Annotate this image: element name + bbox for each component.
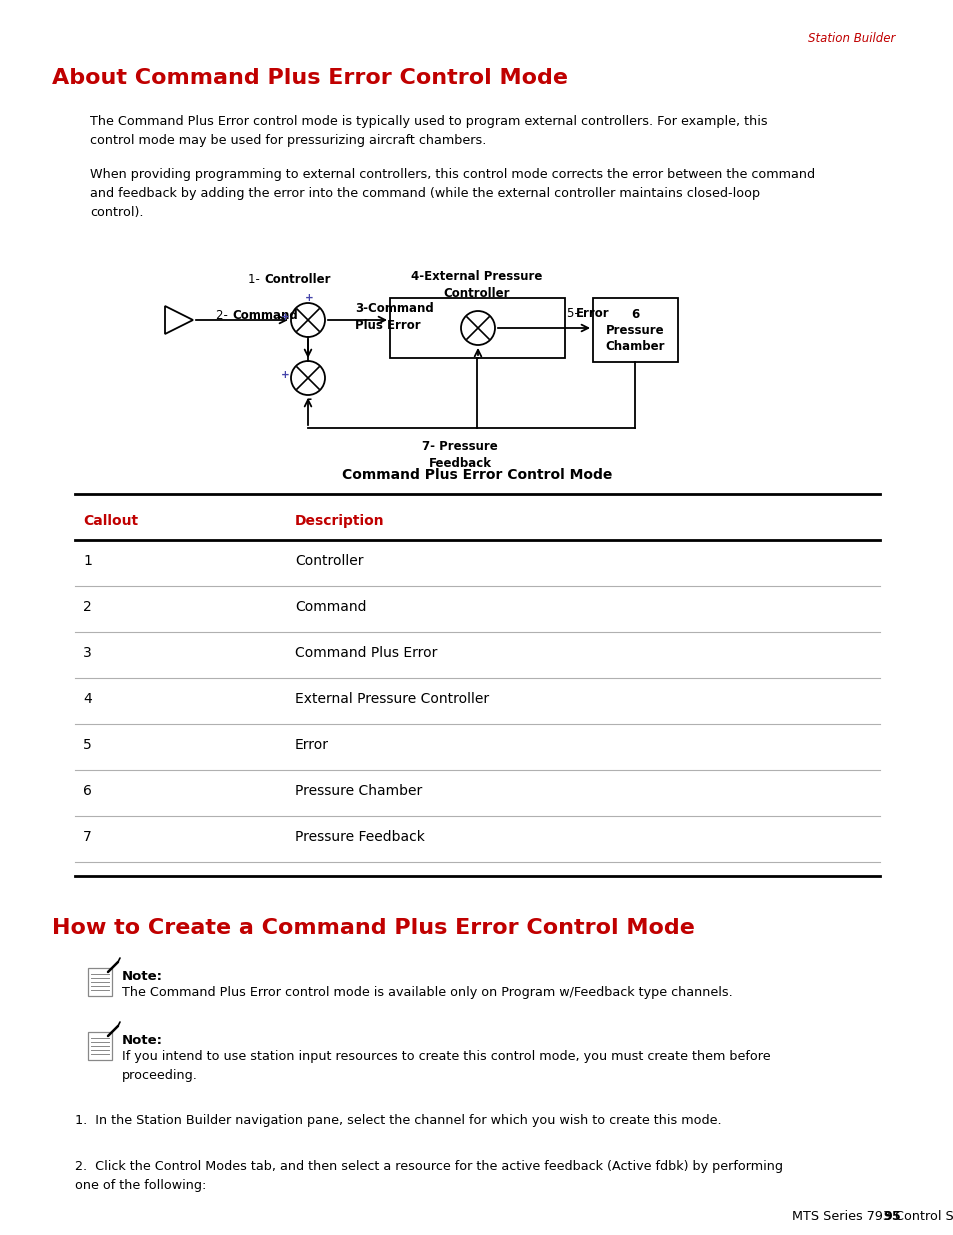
Text: Controller: Controller — [264, 273, 330, 287]
Text: Pressure Feedback: Pressure Feedback — [294, 830, 424, 844]
Text: External Pressure Controller: External Pressure Controller — [294, 692, 489, 706]
Text: When providing programming to external controllers, this control mode corrects t: When providing programming to external c… — [90, 168, 814, 219]
Text: 95: 95 — [882, 1210, 900, 1223]
Text: Command Plus Error Control Mode: Command Plus Error Control Mode — [341, 468, 612, 482]
Text: 6
Pressure
Chamber: 6 Pressure Chamber — [605, 308, 664, 352]
Text: 5-: 5- — [566, 308, 582, 320]
Text: 1: 1 — [83, 555, 91, 568]
Text: +: + — [304, 293, 313, 303]
Text: Command: Command — [294, 600, 366, 614]
Text: 7- Pressure
Feedback: 7- Pressure Feedback — [421, 440, 497, 471]
Text: How to Create a Command Plus Error Control Mode: How to Create a Command Plus Error Contr… — [52, 918, 694, 939]
Text: Station Builder: Station Builder — [807, 32, 894, 44]
Text: Pressure Chamber: Pressure Chamber — [294, 784, 422, 798]
Text: Description: Description — [294, 514, 384, 529]
Text: -: - — [306, 394, 312, 406]
Text: 4-External Pressure
Controller: 4-External Pressure Controller — [411, 270, 542, 300]
Text: 2-: 2- — [216, 309, 232, 322]
Text: 1-: 1- — [248, 273, 264, 287]
Text: MTS Series 793 Control Software: MTS Series 793 Control Software — [791, 1210, 953, 1223]
FancyBboxPatch shape — [88, 968, 112, 995]
Text: Command: Command — [232, 309, 297, 322]
Text: Callout: Callout — [83, 514, 138, 529]
Text: 3: 3 — [83, 646, 91, 659]
Text: If you intend to use station input resources to create this control mode, you mu: If you intend to use station input resou… — [122, 1050, 770, 1082]
Text: 1.  In the Station Builder navigation pane, select the channel for which you wis: 1. In the Station Builder navigation pan… — [75, 1114, 720, 1128]
Text: 4: 4 — [83, 692, 91, 706]
Text: 2: 2 — [83, 600, 91, 614]
Text: 3-Command
Plus Error: 3-Command Plus Error — [355, 303, 434, 332]
Text: The Command Plus Error control mode is typically used to program external contro: The Command Plus Error control mode is t… — [90, 115, 767, 147]
Text: 6: 6 — [83, 784, 91, 798]
Text: Command Plus Error: Command Plus Error — [294, 646, 436, 659]
Text: Error: Error — [576, 308, 609, 320]
Text: The Command Plus Error control mode is available only on Program w/Feedback type: The Command Plus Error control mode is a… — [122, 986, 732, 999]
Text: Note:: Note: — [122, 1034, 163, 1047]
Text: 7: 7 — [83, 830, 91, 844]
Text: 5: 5 — [83, 739, 91, 752]
Text: Note:: Note: — [122, 969, 163, 983]
Text: 2.  Click the Control Modes tab, and then select a resource for the active feedb: 2. Click the Control Modes tab, and then… — [75, 1160, 782, 1192]
Text: Controller: Controller — [294, 555, 363, 568]
FancyBboxPatch shape — [88, 1032, 112, 1060]
Text: +: + — [280, 312, 289, 322]
Text: Error: Error — [294, 739, 329, 752]
Text: +: + — [280, 370, 289, 380]
Text: About Command Plus Error Control Mode: About Command Plus Error Control Mode — [52, 68, 567, 88]
